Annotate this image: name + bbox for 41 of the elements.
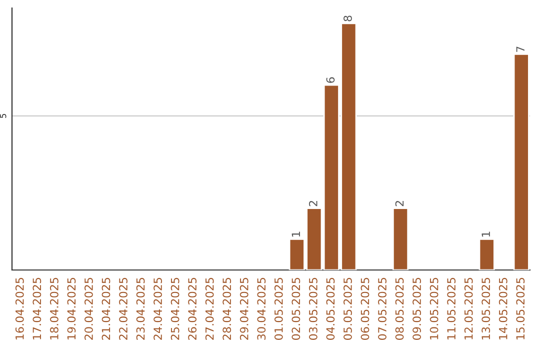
x-tick-label: 11.05.2025 [447, 278, 456, 340]
x-tick-label: 17.04.2025 [32, 278, 42, 340]
x-tick-label: 21.04.2025 [102, 278, 110, 340]
x-tick-label: 15.05.2025 [516, 278, 525, 340]
data-label: 7 [516, 46, 524, 52]
x-tick-label: 05.05.2025 [344, 278, 352, 340]
x-tick-label: 22.04.2025 [119, 278, 128, 340]
ref-line-label: 5 [0, 114, 6, 118]
data-label: 2 [308, 201, 318, 206]
x-tick-label: 24.04.2025 [154, 278, 162, 340]
x-tick-label: 13.05.2025 [482, 278, 490, 340]
x-tick-label: 01.05.2025 [274, 278, 283, 340]
data-label: 1 [482, 232, 490, 237]
x-tick-label: 27.04.2025 [205, 278, 214, 340]
data-label: 6 [326, 77, 335, 83]
x-tick-label: 29.04.2025 [240, 278, 248, 340]
x-tick-label: 20.04.2025 [84, 278, 93, 340]
x-tick-label: 09.05.2025 [412, 278, 421, 340]
x-tick-label: 19.04.2025 [67, 278, 76, 340]
x-tick-label: 18.04.2025 [50, 278, 58, 340]
data-label: 8 [344, 16, 352, 22]
x-tick-label: 07.05.2025 [378, 278, 386, 340]
bar [478, 238, 495, 270]
x-tick-label: 14.05.2025 [498, 278, 508, 340]
x-tick-label: 25.04.2025 [170, 278, 180, 340]
data-label: 1 [292, 232, 300, 237]
x-tick-label: 30.04.2025 [257, 278, 266, 340]
data-label: 2 [395, 201, 404, 206]
x-tick-label: 04.05.2025 [326, 278, 335, 340]
x-tick-label: 12.05.2025 [464, 278, 473, 340]
bar [392, 208, 409, 270]
x-tick-label: 16.04.2025 [15, 278, 24, 340]
x-tick-label: 28.04.2025 [222, 278, 232, 340]
x-tick-label: 06.05.2025 [360, 278, 370, 340]
x-tick-label: 26.04.2025 [188, 278, 197, 340]
x-tick-label: 23.04.2025 [136, 278, 145, 340]
x-tick-label: 08.05.2025 [395, 278, 404, 340]
x-tick-label: 02.05.2025 [292, 278, 300, 340]
x-tick-label: 03.05.2025 [308, 278, 318, 340]
bar [513, 54, 530, 270]
x-tick-label: 10.05.2025 [430, 278, 438, 340]
